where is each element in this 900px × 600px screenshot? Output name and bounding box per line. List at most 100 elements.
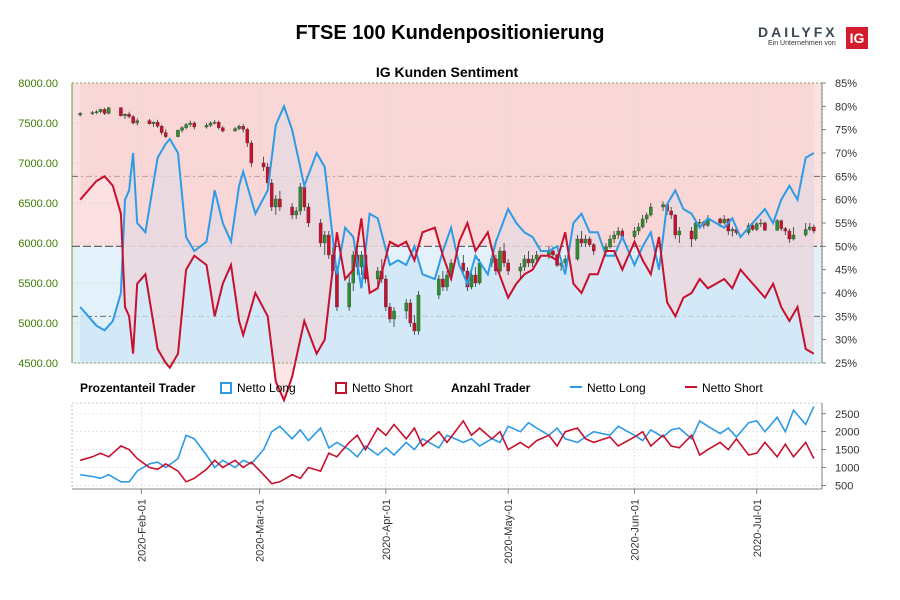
candle-body xyxy=(163,132,168,137)
candle-body xyxy=(318,222,323,244)
date-tick-label: 2020-Feb-01 xyxy=(136,499,148,562)
legend-long-pct-label: Netto Long xyxy=(237,381,296,395)
candle-body xyxy=(412,322,417,332)
candle-body xyxy=(98,109,103,112)
percent-tick-label: 30% xyxy=(835,335,857,347)
price-tick-label: 8000.00 xyxy=(18,78,58,90)
candle-body xyxy=(249,142,254,164)
candle-body xyxy=(106,107,111,114)
candle-body xyxy=(274,198,278,208)
candle-body xyxy=(278,198,282,208)
netto-short-count-line xyxy=(79,419,815,485)
percent-tick-label: 75% xyxy=(835,125,857,137)
candle-body xyxy=(216,122,221,128)
chart-subtitle: IG Kunden Sentiment xyxy=(376,64,519,80)
candle-body xyxy=(632,230,637,237)
candle-body xyxy=(212,122,217,124)
candle-body xyxy=(184,124,188,128)
date-tick-label: 2020-May-01 xyxy=(503,499,515,564)
percent-tick-label: 60% xyxy=(835,195,857,207)
candle-body xyxy=(90,112,95,114)
percent-tick-label: 85% xyxy=(835,78,857,90)
candle-body xyxy=(693,222,698,240)
candle-body xyxy=(302,186,307,208)
candle-body xyxy=(204,125,209,128)
candle-body xyxy=(522,258,527,268)
candle-body xyxy=(763,222,767,231)
candle-body xyxy=(359,254,364,268)
dailyfx-logo: DAILYFX Ein Unternehmen von IG xyxy=(758,24,870,52)
count-panel-border xyxy=(71,402,823,490)
candle-body xyxy=(241,126,245,130)
candle-body xyxy=(384,278,388,308)
candle-body xyxy=(208,122,213,126)
candle-body xyxy=(722,218,726,224)
date-tick-label: 2020-Apr-01 xyxy=(381,499,393,560)
candle-body xyxy=(526,258,531,264)
candle-body xyxy=(327,234,331,256)
price-tick-label: 7500.00 xyxy=(18,118,58,130)
candle-body xyxy=(575,238,580,260)
candle-body xyxy=(437,278,441,296)
candle-body xyxy=(461,262,466,272)
date-tick-label: 2020-Mar-01 xyxy=(255,499,267,562)
candle-body xyxy=(808,226,812,230)
logo-brand: DAILYFX xyxy=(758,24,838,40)
candle-body xyxy=(176,130,180,137)
candle-body xyxy=(518,266,523,272)
candle-body xyxy=(294,210,298,216)
percent-tick-label: 65% xyxy=(835,171,857,183)
candle-body xyxy=(237,126,241,129)
candle-body xyxy=(587,238,592,245)
price-tick-label: 5000.00 xyxy=(18,318,58,330)
candle-body xyxy=(791,234,796,240)
candle-body xyxy=(616,230,620,236)
candle-body xyxy=(677,230,682,236)
candle-body xyxy=(644,214,649,220)
count-tick-label: 1500 xyxy=(835,445,859,457)
candle-body xyxy=(290,206,294,216)
candle-body xyxy=(718,218,722,224)
netto-short-pct-line xyxy=(79,175,815,404)
candle-body xyxy=(697,222,702,224)
count-tick-label: 1000 xyxy=(835,463,859,475)
candle-body xyxy=(261,162,266,168)
date-tick-label: 2020-Jul-01 xyxy=(752,499,764,557)
candle-body xyxy=(159,126,164,133)
candle-body xyxy=(551,250,555,256)
legend-short-count-label: Netto Short xyxy=(702,381,763,395)
percent-tick-label: 55% xyxy=(835,218,857,230)
candle-body xyxy=(498,250,502,272)
candle-body xyxy=(445,274,449,288)
candle-body xyxy=(127,114,131,117)
legend-long-box xyxy=(220,382,232,394)
candle-body xyxy=(534,254,539,260)
candle-body xyxy=(579,238,584,244)
price-tick-label: 5500.00 xyxy=(18,278,58,290)
candle-body xyxy=(649,206,653,216)
candle-body xyxy=(502,250,506,264)
candle-body xyxy=(233,128,237,132)
candle-body xyxy=(78,113,82,116)
candle-body xyxy=(192,122,197,128)
candle-body xyxy=(155,122,160,127)
candle-body xyxy=(306,206,311,224)
candle-body xyxy=(612,234,616,240)
legend-pct-heading: Prozentanteil Trader xyxy=(80,381,196,395)
percent-tick-label: 45% xyxy=(835,265,857,277)
percent-tick-label: 80% xyxy=(835,101,857,113)
candle-body xyxy=(787,230,792,240)
candle-body xyxy=(151,122,156,124)
candle-body xyxy=(188,122,192,125)
date-tick-label: 2020-Jun-01 xyxy=(630,499,642,561)
candle-body xyxy=(123,114,127,116)
price-tick-label: 4500.00 xyxy=(18,358,58,370)
candle-body xyxy=(640,218,645,228)
candle-body xyxy=(347,282,351,308)
candle-body xyxy=(775,220,779,231)
candle-body xyxy=(298,186,303,212)
candle-body xyxy=(147,120,152,124)
candle-body xyxy=(661,204,665,208)
chart-title: FTSE 100 Kundenpositionierung xyxy=(295,22,605,44)
